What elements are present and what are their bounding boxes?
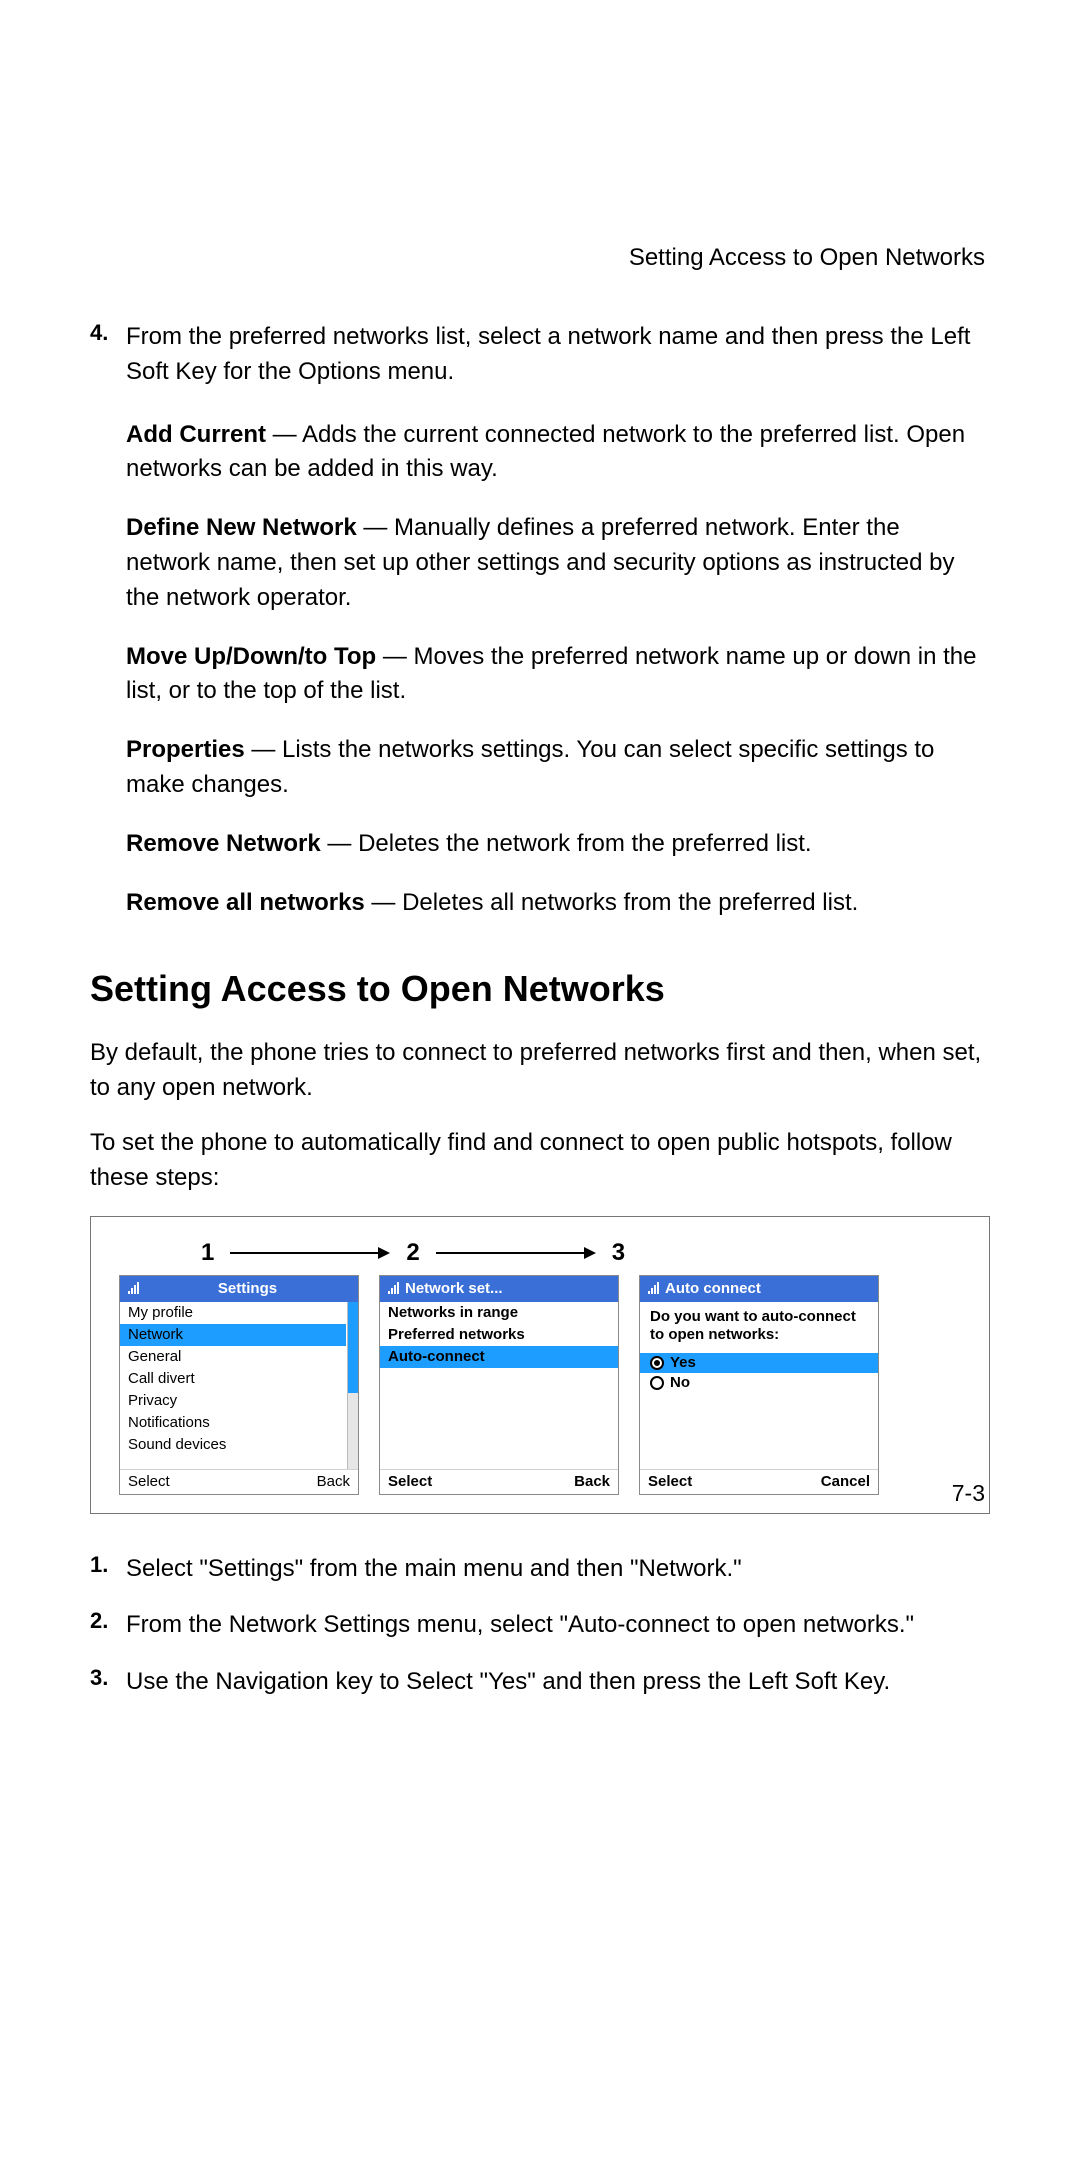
screen1-softkey-right[interactable]: Back bbox=[317, 1473, 350, 1490]
scroll-thumb[interactable] bbox=[348, 1302, 358, 1394]
figure-num-2: 2 bbox=[406, 1239, 419, 1267]
settings-list-item[interactable]: Call divert bbox=[120, 1368, 346, 1390]
scrollbar[interactable] bbox=[347, 1302, 358, 1469]
page-header-title: Setting Access to Open Networks bbox=[90, 244, 990, 272]
option-item: Add Current — Adds the current connected… bbox=[126, 418, 990, 488]
numbered-step: 1.Select "Settings" from the main menu a… bbox=[90, 1552, 990, 1587]
settings-list-item[interactable]: Notifications bbox=[120, 1412, 346, 1434]
page-number: 7-3 bbox=[952, 1480, 985, 1507]
option-item: Define New Network — Manually defines a … bbox=[126, 511, 990, 615]
screen2-title: Network set... bbox=[405, 1280, 610, 1297]
option-term: Define New Network bbox=[126, 514, 357, 541]
arrow-icon bbox=[436, 1245, 596, 1261]
option-item: Remove Network — Deletes the network fro… bbox=[126, 827, 990, 862]
option-term: Remove Network bbox=[126, 830, 321, 857]
signal-icon bbox=[128, 1282, 139, 1294]
screen1-header: Settings bbox=[120, 1276, 358, 1302]
screen2-softkey-left[interactable]: Select bbox=[388, 1473, 432, 1490]
numbered-step: 3.Use the Navigation key to Select "Yes"… bbox=[90, 1665, 990, 1700]
figure-step-numbers-row: 1 2 3 bbox=[119, 1239, 961, 1267]
signal-icon bbox=[648, 1282, 659, 1294]
step-number: 3. bbox=[90, 1665, 126, 1700]
step-number: 1. bbox=[90, 1552, 126, 1587]
settings-list-item[interactable]: My profile bbox=[120, 1302, 346, 1324]
step-text: Use the Navigation key to Select "Yes" a… bbox=[126, 1665, 990, 1700]
step-text: From the Network Settings menu, select "… bbox=[126, 1608, 990, 1643]
option-term: Properties bbox=[126, 736, 245, 763]
network-settings-list-item[interactable]: Preferred networks bbox=[380, 1324, 618, 1346]
screen3-softkey-left[interactable]: Select bbox=[648, 1473, 692, 1490]
step-number: 2. bbox=[90, 1608, 126, 1643]
option-description: — Lists the networks settings. You can s… bbox=[126, 736, 934, 798]
step-text: Select "Settings" from the main menu and… bbox=[126, 1552, 990, 1587]
intro-para-2: To set the phone to automatically find a… bbox=[90, 1126, 990, 1196]
radio-option[interactable]: No bbox=[640, 1373, 878, 1393]
settings-list-item[interactable]: General bbox=[120, 1346, 346, 1368]
radio-option[interactable]: Yes bbox=[640, 1353, 878, 1373]
arrow-icon bbox=[230, 1245, 390, 1261]
screen1-footer: Select Back bbox=[120, 1469, 358, 1494]
screen3-prompt: Do you want to auto-connect to open netw… bbox=[640, 1302, 878, 1354]
option-item: Move Up/Down/to Top — Moves the preferre… bbox=[126, 640, 990, 710]
phone-screen-network-settings: Network set... Networks in rangePreferre… bbox=[379, 1275, 619, 1495]
screen2-header: Network set... bbox=[380, 1276, 618, 1302]
screen2-softkey-right[interactable]: Back bbox=[574, 1473, 610, 1490]
option-term: Remove all networks bbox=[126, 889, 365, 916]
screen1-softkey-left[interactable]: Select bbox=[128, 1473, 170, 1490]
settings-list-item[interactable]: Privacy bbox=[120, 1390, 346, 1412]
option-description: — Deletes the network from the preferred… bbox=[321, 830, 812, 857]
option-item: Remove all networks — Deletes all networ… bbox=[126, 886, 990, 921]
step-4-number: 4. bbox=[90, 320, 126, 390]
radio-icon bbox=[650, 1376, 664, 1390]
intro-para-1: By default, the phone tries to connect t… bbox=[90, 1036, 990, 1106]
settings-list-item[interactable]: Sound devices bbox=[120, 1434, 346, 1456]
phone-screen-settings: Settings My profileNetworkGeneralCall di… bbox=[119, 1275, 359, 1495]
section-heading: Setting Access to Open Networks bbox=[90, 968, 990, 1010]
signal-icon bbox=[388, 1282, 399, 1294]
screen3-title: Auto connect bbox=[665, 1280, 870, 1297]
radio-label: Yes bbox=[670, 1354, 696, 1371]
step-4-text: From the preferred networks list, select… bbox=[126, 320, 990, 390]
screen3-footer: Select Cancel bbox=[640, 1469, 878, 1494]
screen3-softkey-right[interactable]: Cancel bbox=[821, 1473, 870, 1490]
figure-num-1: 1 bbox=[201, 1239, 214, 1267]
option-description: — Deletes all networks from the preferre… bbox=[365, 889, 859, 916]
network-settings-list-item[interactable]: Auto-connect bbox=[380, 1346, 618, 1368]
screen3-header: Auto connect bbox=[640, 1276, 878, 1302]
screen1-title: Settings bbox=[145, 1280, 350, 1297]
option-term: Move Up/Down/to Top bbox=[126, 643, 376, 670]
step-4: 4. From the preferred networks list, sel… bbox=[90, 320, 990, 390]
screen2-footer: Select Back bbox=[380, 1469, 618, 1494]
radio-label: No bbox=[670, 1374, 690, 1391]
option-term: Add Current bbox=[126, 421, 266, 448]
phone-screen-auto-connect: Auto connect Do you want to auto-connect… bbox=[639, 1275, 879, 1495]
figure-container: 1 2 3 Settings My profileNetworkGeneralC… bbox=[90, 1216, 990, 1514]
settings-list-item[interactable]: Network bbox=[120, 1324, 346, 1346]
figure-num-3: 3 bbox=[612, 1239, 625, 1267]
network-settings-list-item[interactable]: Networks in range bbox=[380, 1302, 618, 1324]
option-item: Properties — Lists the networks settings… bbox=[126, 733, 990, 803]
radio-icon bbox=[650, 1356, 664, 1370]
numbered-step: 2.From the Network Settings menu, select… bbox=[90, 1608, 990, 1643]
